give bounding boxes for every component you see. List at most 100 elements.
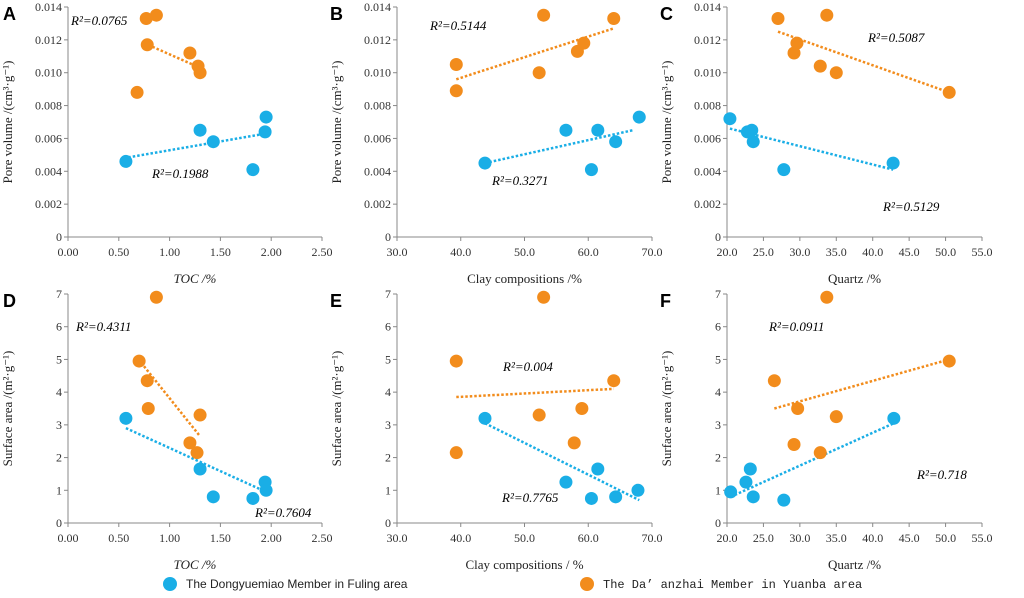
- x-axis-title: TOC /%: [174, 271, 217, 286]
- data-point: [206, 490, 220, 504]
- data-point: [723, 112, 737, 126]
- x-tick-label: 35.0: [826, 531, 847, 545]
- y-tick-label: 0.012: [35, 33, 62, 47]
- data-point: [119, 154, 133, 168]
- data-point: [193, 462, 207, 476]
- trend-line: [143, 41, 201, 69]
- x-tick-label: 25.0: [753, 531, 774, 545]
- data-point: [478, 156, 492, 170]
- x-tick-label: 1.50: [210, 531, 231, 545]
- y-axis-title: Surface area /(m²·g⁻¹): [329, 351, 344, 467]
- x-tick-label: 60.0: [578, 245, 599, 259]
- r2-label: R²=0.7765: [501, 490, 559, 505]
- x-tick-label: 50.0: [935, 245, 956, 259]
- trend-line: [484, 128, 634, 165]
- data-point: [591, 462, 605, 476]
- y-tick-label: 0: [56, 230, 62, 244]
- r2-label: R²=0.4311: [75, 319, 131, 334]
- data-point: [130, 85, 144, 99]
- y-tick-label: 7: [385, 287, 391, 301]
- y-tick-label: 0.006: [35, 131, 62, 145]
- y-tick-label: 1: [715, 483, 721, 497]
- series-dongyuemiao: R²=0.3271: [478, 110, 646, 188]
- x-axis-title: TOC /%: [174, 557, 217, 572]
- panel-D: 0 1 2 3 4 5 6 7 0.00 0.50 1.00 1.50 2.00 2.50 TOC /% Su…: [0, 287, 333, 572]
- data-point: [183, 436, 197, 450]
- data-point: [746, 135, 760, 149]
- x-tick-label: 55.0: [972, 245, 993, 259]
- y-tick-label: 0: [385, 230, 391, 244]
- data-point: [141, 402, 155, 415]
- data-point: [532, 66, 546, 80]
- series-daanzhai: R²=0.4311: [75, 290, 207, 460]
- x-tick-label: 25.0: [753, 245, 774, 259]
- trend-line: [140, 361, 202, 438]
- data-point: [258, 125, 272, 139]
- legend-marker-dongyuemiao: [163, 577, 177, 591]
- y-axis-title: Pore volume /(cm³·g⁻¹): [0, 61, 15, 184]
- data-point: [183, 46, 197, 60]
- data-point: [193, 408, 207, 422]
- data-point: [246, 491, 260, 505]
- data-point: [813, 59, 827, 73]
- trend-line: [777, 30, 950, 94]
- data-point: [139, 12, 153, 25]
- x-axis-title: Quartz /%: [828, 557, 881, 572]
- series-dongyuemiao: R²=0.5129: [723, 112, 940, 214]
- y-tick-label: 3: [385, 418, 391, 432]
- data-point: [745, 123, 759, 137]
- x-tick-label: 20.0: [717, 531, 738, 545]
- x-tick-label: 40.0: [862, 531, 883, 545]
- data-point: [140, 374, 154, 388]
- y-tick-label: 0.014: [364, 0, 391, 14]
- x-axis-title: Quartz /%: [828, 271, 881, 286]
- data-point: [584, 163, 598, 177]
- y-tick-label: 3: [56, 418, 62, 432]
- x-tick-label: 20.0: [717, 245, 738, 259]
- x-tick-label: 1.00: [159, 531, 180, 545]
- x-tick-label: 70.0: [642, 245, 663, 259]
- series-daanzhai: R²=0.0911: [767, 290, 956, 460]
- x-tick-label: 60.0: [578, 531, 599, 545]
- x-tick-label: 30.0: [387, 531, 408, 545]
- y-tick-label: 0.014: [35, 0, 62, 14]
- x-tick-label: 0.50: [108, 531, 129, 545]
- data-point: [820, 8, 834, 22]
- data-point: [607, 374, 621, 388]
- legend: The Dongyuemiao Member in Fuling area Th…: [163, 577, 862, 592]
- data-point: [140, 38, 154, 52]
- x-tick-label: 55.0: [972, 531, 993, 545]
- y-tick-label: 7: [56, 287, 62, 301]
- y-tick-label: 2: [715, 451, 721, 465]
- y-tick-label: 0: [715, 230, 721, 244]
- y-tick-label: 4: [715, 385, 721, 399]
- data-point: [829, 66, 843, 80]
- trend-line: [729, 127, 894, 171]
- y-tick-label: 5: [385, 352, 391, 366]
- data-point: [449, 84, 463, 98]
- data-point: [829, 410, 843, 424]
- data-point: [777, 163, 791, 177]
- x-tick-label: 70.0: [642, 531, 663, 545]
- y-tick-label: 0.014: [694, 0, 721, 14]
- data-point: [631, 483, 645, 497]
- data-point: [567, 436, 581, 450]
- trend-line: [456, 387, 614, 399]
- x-tick-label: 50.0: [935, 531, 956, 545]
- y-tick-label: 6: [56, 320, 62, 334]
- data-point: [149, 8, 163, 22]
- y-tick-label: 5: [56, 352, 62, 366]
- x-tick-label: 50.0: [514, 531, 535, 545]
- data-point: [942, 85, 956, 99]
- legend-label-daanzhai: The Da’ anzhai Member in Yuanba area: [603, 578, 862, 592]
- x-tick-label: 0.00: [58, 245, 79, 259]
- series-dongyuemiao: R²=0.1988: [119, 110, 273, 181]
- y-tick-label: 1: [56, 483, 62, 497]
- panel-E: 0 1 2 3 4 5 6 7 30.0 40.0 50.0 60.0 70.0 Clay composi…: [329, 287, 663, 572]
- data-point: [790, 36, 804, 50]
- y-tick-label: 0.002: [364, 197, 391, 211]
- y-tick-label: 0.012: [694, 33, 721, 47]
- x-tick-label: 2.00: [261, 245, 282, 259]
- y-tick-label: 0.008: [694, 99, 721, 113]
